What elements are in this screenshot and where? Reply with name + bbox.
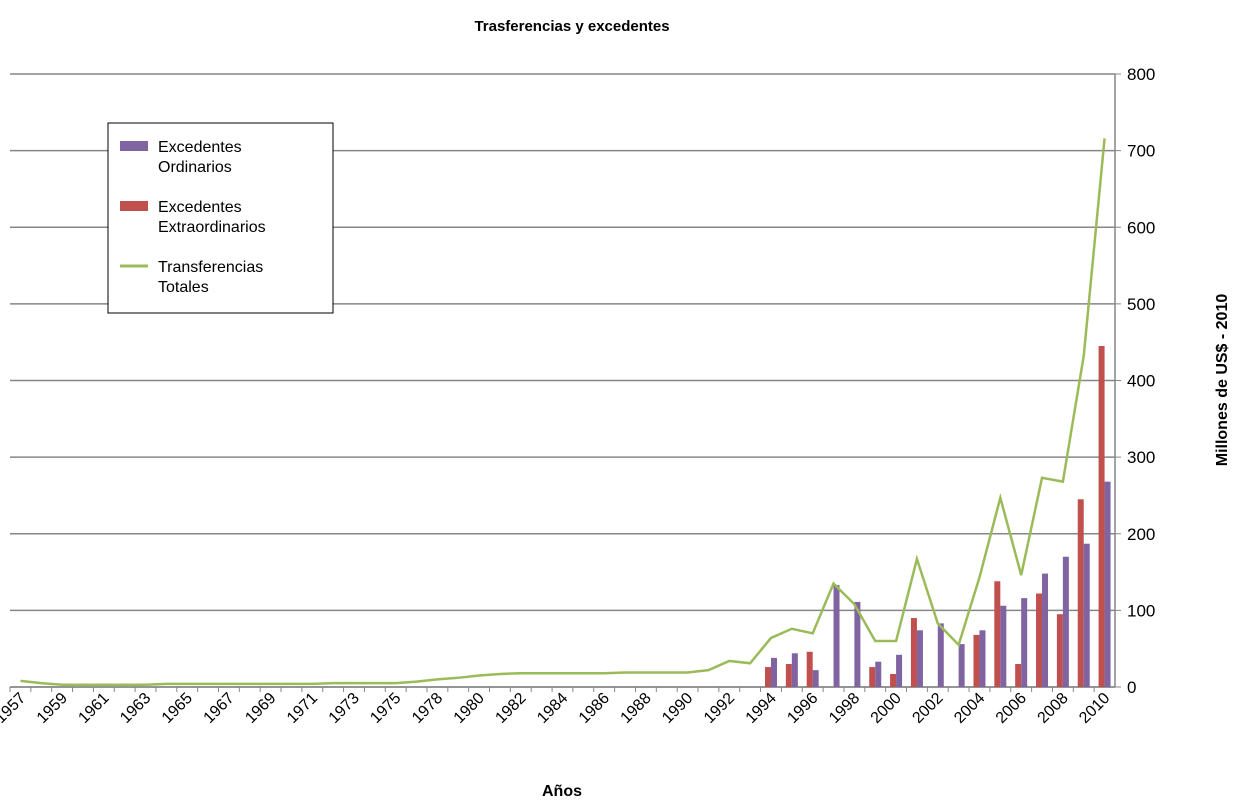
y-tick-label: 700 [1127, 142, 1155, 161]
legend-box [107, 122, 334, 314]
x-tick-label: 1967 [201, 690, 238, 727]
x-tick-label: 1971 [284, 690, 321, 727]
legend-label: Excedentes Ordinarios [158, 139, 242, 176]
bar [1000, 605, 1007, 687]
bar [916, 630, 923, 687]
legend-swatch [120, 201, 148, 211]
bar [833, 585, 840, 687]
bar [764, 667, 771, 687]
bar [1015, 664, 1022, 687]
bar [979, 630, 986, 687]
bar [869, 667, 876, 687]
x-tick-label: 1963 [117, 690, 154, 727]
x-tick-label: 1984 [534, 690, 571, 727]
x-tick-label: 1965 [159, 690, 196, 727]
x-tick-label: 1959 [34, 690, 71, 727]
x-tick-label: 1973 [326, 690, 363, 727]
y-tick-label: 300 [1127, 448, 1155, 467]
x-tick-label: 2006 [993, 690, 1030, 727]
y-tick-label: 0 [1127, 678, 1136, 697]
x-tick-label: 1998 [826, 690, 863, 727]
bar [1098, 346, 1105, 687]
bar [896, 654, 903, 687]
y-axis-title: Millones de US$ - 2010 [1214, 294, 1231, 467]
line [20, 138, 1106, 686]
bar [785, 664, 792, 687]
legend-label: Excedentes Extraordinarios [158, 199, 266, 236]
bar [854, 601, 861, 687]
y-tick-label: 100 [1127, 601, 1155, 620]
bar [910, 618, 917, 687]
bar [770, 657, 777, 687]
y-tick-label: 800 [1127, 65, 1155, 84]
bar [875, 661, 882, 687]
legend-swatch [120, 141, 148, 151]
x-tick-label: 1994 [743, 690, 780, 727]
bar [994, 581, 1001, 687]
x-tick-label: 1978 [409, 690, 446, 727]
x-tick-label: 1980 [451, 690, 488, 727]
x-axis-title: Años [542, 783, 582, 800]
x-tick-label: 1969 [242, 690, 279, 727]
x-tick-label: 2004 [951, 690, 988, 727]
bar [806, 651, 813, 687]
bar [1042, 573, 1049, 687]
x-tick-label: 2008 [1035, 690, 1072, 727]
x-tick-label: 2002 [909, 690, 946, 727]
y-tick-label: 400 [1127, 372, 1155, 391]
x-tick-label: 1975 [367, 690, 404, 727]
bar [1056, 614, 1063, 687]
bar [937, 623, 944, 687]
bar [958, 644, 965, 687]
x-tick-label: 1961 [75, 690, 112, 727]
bar [973, 634, 980, 687]
x-tick-label: 1996 [784, 690, 821, 727]
bar [791, 653, 798, 687]
y-tick-label: 200 [1127, 525, 1155, 544]
y-tick-label: 500 [1127, 295, 1155, 314]
x-tick-label: 1982 [492, 690, 529, 727]
x-tick-label: 1990 [659, 690, 696, 727]
x-tick-label: 1992 [701, 690, 738, 727]
bar [890, 673, 897, 687]
x-tick-label: 2000 [868, 690, 905, 727]
bar [1036, 593, 1043, 687]
x-tick-label: 2010 [1076, 690, 1113, 727]
chart-title: Trasferencias y excedentes [474, 18, 669, 35]
y-tick-label: 600 [1127, 218, 1155, 237]
bar [812, 670, 819, 687]
x-tick-label: 1988 [618, 690, 655, 727]
bar [1083, 543, 1090, 687]
legend-label: Transferencias Totales [158, 259, 263, 296]
bar [1104, 481, 1111, 687]
bar [1021, 598, 1028, 687]
bar [1077, 499, 1084, 687]
bar [1062, 556, 1069, 687]
x-tick-label: 1986 [576, 690, 613, 727]
x-tick-label: 1957 [0, 690, 29, 727]
